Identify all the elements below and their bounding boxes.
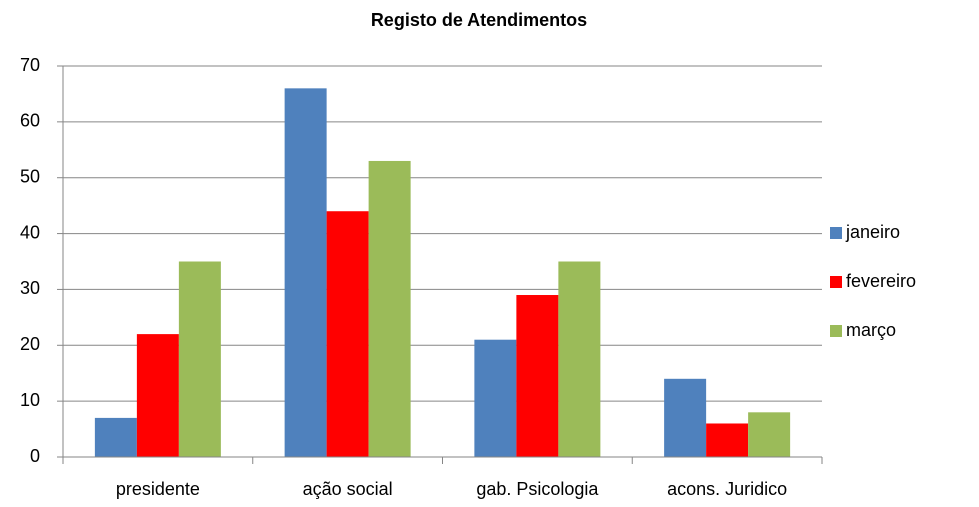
bar xyxy=(284,88,327,457)
legend-label: fevereiro xyxy=(846,271,916,291)
x-tick-label: acons. Juridico xyxy=(667,479,787,499)
y-tick-label: 50 xyxy=(20,166,40,186)
bar xyxy=(94,417,137,457)
bar xyxy=(516,295,559,457)
y-tick-label: 20 xyxy=(20,334,40,354)
x-tick-label: presidente xyxy=(116,479,200,499)
legend-swatch xyxy=(830,325,842,337)
legend-swatch xyxy=(830,227,842,239)
bar xyxy=(558,261,601,457)
legend-swatch xyxy=(830,276,842,288)
y-tick-label: 30 xyxy=(20,278,40,298)
y-tick-label: 10 xyxy=(20,390,40,410)
bar xyxy=(664,378,707,457)
chart-title: Registo de Atendimentos xyxy=(371,10,587,30)
x-tick-label: ação social xyxy=(303,479,393,499)
bar xyxy=(178,261,221,457)
bar xyxy=(368,160,411,457)
legend-label: janeiro xyxy=(845,222,900,242)
x-tick-label: gab. Psicologia xyxy=(476,479,599,499)
bar xyxy=(748,412,791,457)
legend-label: março xyxy=(846,320,896,340)
bar xyxy=(474,339,517,457)
y-tick-label: 0 xyxy=(30,446,40,466)
y-tick-label: 40 xyxy=(20,222,40,242)
bar xyxy=(136,334,179,457)
y-tick-label: 70 xyxy=(20,55,40,75)
y-tick-label: 60 xyxy=(20,111,40,131)
bar xyxy=(326,211,369,457)
bar xyxy=(706,423,749,457)
